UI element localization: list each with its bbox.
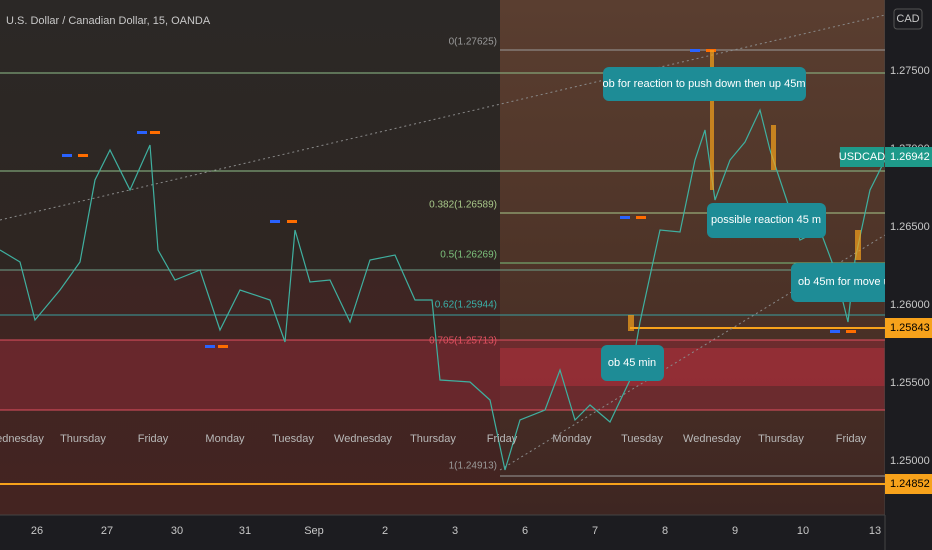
day-label: Wednesday bbox=[683, 433, 741, 445]
day-label: Tuesday bbox=[621, 433, 663, 445]
price-label: 1.26500 bbox=[890, 221, 930, 233]
date-label: 26 bbox=[31, 525, 43, 537]
fib-label: 0.5(1.26269) bbox=[440, 250, 497, 261]
date-label: 7 bbox=[592, 525, 598, 537]
fib-label: 0.382(1.26589) bbox=[429, 200, 497, 211]
date-label: 9 bbox=[732, 525, 738, 537]
day-label: Tuesday bbox=[272, 433, 314, 445]
marker bbox=[846, 330, 856, 333]
chart-title: U.S. Dollar / Canadian Dollar, 15, OANDA bbox=[6, 15, 211, 27]
price-tag bbox=[885, 147, 932, 167]
day-label: Friday bbox=[487, 433, 518, 445]
level-tag: 1.25843 bbox=[890, 322, 930, 334]
date-label: 3 bbox=[452, 525, 458, 537]
day-labels: ednesday Thursday Friday Monday Tuesday Wedne… bbox=[0, 433, 867, 445]
day-label: Thursday bbox=[410, 433, 456, 445]
lower-zone bbox=[0, 270, 500, 515]
day-label: ednesday bbox=[0, 433, 44, 445]
fib-label: 0(1.27625) bbox=[449, 37, 497, 48]
note: ob 45 min bbox=[608, 357, 656, 369]
price-label: 1.25000 bbox=[890, 455, 930, 467]
last-price: 1.26942 bbox=[890, 151, 930, 163]
red-box bbox=[500, 348, 885, 386]
marker bbox=[620, 216, 630, 219]
day-label: Monday bbox=[205, 433, 245, 445]
annotations: ob for reaction to push down then up 45m… bbox=[601, 67, 891, 381]
day-label: Friday bbox=[138, 433, 169, 445]
note-box bbox=[707, 203, 826, 238]
day-label: Thursday bbox=[758, 433, 804, 445]
symbol-tag bbox=[840, 147, 884, 167]
date-label: 31 bbox=[239, 525, 251, 537]
price-axis-cover bbox=[885, 0, 932, 515]
ob-box bbox=[628, 315, 634, 331]
day-label: Thursday bbox=[60, 433, 106, 445]
day-label: Monday bbox=[552, 433, 592, 445]
note: ob 45m for move u bbox=[798, 276, 890, 288]
level-tag: 1.24852 bbox=[890, 478, 930, 490]
day-label: Friday bbox=[836, 433, 867, 445]
markers bbox=[62, 49, 861, 348]
price-label: 1.26000 bbox=[890, 299, 930, 311]
note-box bbox=[603, 67, 806, 101]
price-tag bbox=[885, 318, 932, 338]
date-label: 27 bbox=[101, 525, 113, 537]
marker bbox=[270, 220, 280, 223]
date-label: Sep bbox=[304, 525, 324, 537]
fib-label: 0.705(1.25713) bbox=[429, 336, 497, 347]
marker bbox=[62, 154, 72, 157]
levels bbox=[0, 49, 885, 485]
price-label: 1.27500 bbox=[890, 65, 930, 77]
day-label: Wednesday bbox=[334, 433, 392, 445]
marker bbox=[150, 131, 160, 134]
time-axis-bg bbox=[0, 515, 885, 550]
price-tag bbox=[885, 474, 932, 494]
ob-box bbox=[771, 125, 776, 170]
currency[interactable]: CAD bbox=[896, 13, 919, 25]
ob-box bbox=[710, 50, 714, 190]
date-label: 2 bbox=[382, 525, 388, 537]
note-box bbox=[791, 263, 891, 302]
symbol: USDCAD bbox=[839, 151, 886, 163]
ob-box bbox=[855, 230, 861, 260]
date-label: 10 bbox=[797, 525, 809, 537]
trend-line bbox=[0, 14, 886, 221]
currency-button[interactable] bbox=[893, 8, 923, 30]
date-labels: 26 27 30 31 Sep 2 3 6 7 8 9 10 13 bbox=[31, 525, 881, 537]
marker bbox=[636, 216, 646, 219]
date-label: 8 bbox=[662, 525, 668, 537]
date-label: 13 bbox=[869, 525, 881, 537]
note: ob for reaction to push down then up 45m bbox=[602, 78, 805, 90]
date-label: 30 bbox=[171, 525, 183, 537]
marker bbox=[78, 154, 88, 157]
marker bbox=[205, 345, 215, 348]
note: possible reaction 45 m bbox=[711, 214, 821, 226]
red-zone bbox=[0, 340, 885, 410]
fib-label: 1(1.24913) bbox=[449, 461, 497, 472]
fib-label: 0.62(1.25944) bbox=[435, 300, 497, 311]
price-label: 1.25500 bbox=[890, 377, 930, 389]
date-label: 6 bbox=[522, 525, 528, 537]
marker bbox=[287, 220, 297, 223]
marker bbox=[218, 345, 228, 348]
marker bbox=[830, 330, 840, 333]
note-box bbox=[601, 345, 664, 381]
price-path bbox=[0, 108, 886, 471]
marker bbox=[690, 49, 700, 52]
marker bbox=[137, 131, 147, 134]
